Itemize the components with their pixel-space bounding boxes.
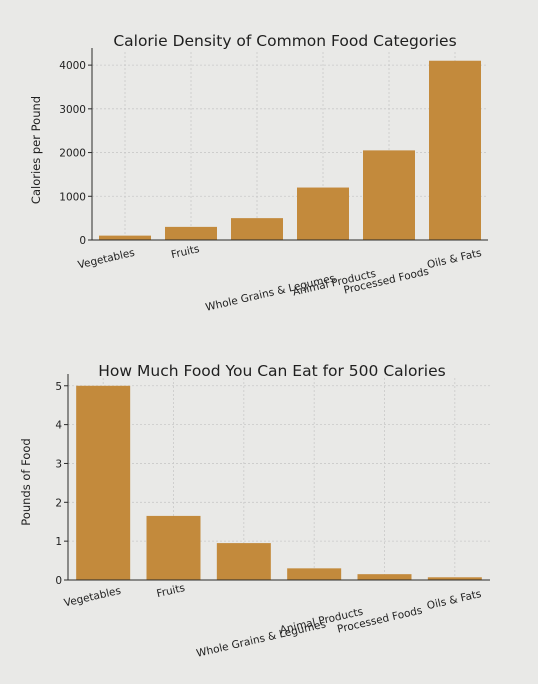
- bar: [363, 150, 415, 240]
- bar: [297, 187, 349, 240]
- y-tick-label: 4: [55, 420, 62, 432]
- x-tick-label: Vegetables: [63, 585, 122, 610]
- bar: [357, 574, 412, 580]
- y-tick-label: 5: [55, 381, 62, 393]
- x-tick-label: Oils & Fats: [426, 247, 483, 271]
- chart-title: Calorie Density of Common Food Categorie…: [113, 32, 456, 50]
- x-tick-label: Vegetables: [77, 247, 136, 272]
- y-tick-label: 4000: [59, 60, 86, 72]
- bar: [231, 218, 283, 240]
- chart-title: How Much Food You Can Eat for 500 Calori…: [98, 362, 445, 380]
- bar: [427, 577, 482, 580]
- y-axis-label: Pounds of Food: [19, 438, 33, 525]
- bar: [165, 226, 217, 240]
- y-tick-label: 0: [55, 575, 62, 587]
- y-tick-label: 1000: [59, 191, 86, 203]
- y-tick-label: 1: [55, 536, 62, 548]
- bar: [287, 568, 342, 580]
- x-tick-label: Fruits: [155, 582, 186, 600]
- x-tick-label: Processed Foods: [343, 265, 430, 296]
- x-tick-label: Oils & Fats: [426, 588, 483, 612]
- calorie-density-chart: Calorie Density of Common Food Categorie…: [29, 32, 488, 314]
- food-per-500-calories-chart: How Much Food You Can Eat for 500 Calori…: [19, 362, 490, 660]
- y-tick-label: 2: [55, 497, 62, 509]
- y-tick-label: 2000: [59, 148, 86, 160]
- bar: [146, 515, 201, 580]
- y-axis-label: Calories per Pound: [29, 96, 43, 204]
- bar: [216, 543, 271, 580]
- y-tick-label: 0: [79, 235, 86, 247]
- bar: [429, 60, 481, 240]
- y-tick-label: 3000: [59, 104, 86, 116]
- bar: [76, 385, 131, 580]
- bar: [99, 235, 151, 240]
- x-tick-label: Fruits: [170, 243, 201, 261]
- y-tick-label: 3: [55, 458, 62, 470]
